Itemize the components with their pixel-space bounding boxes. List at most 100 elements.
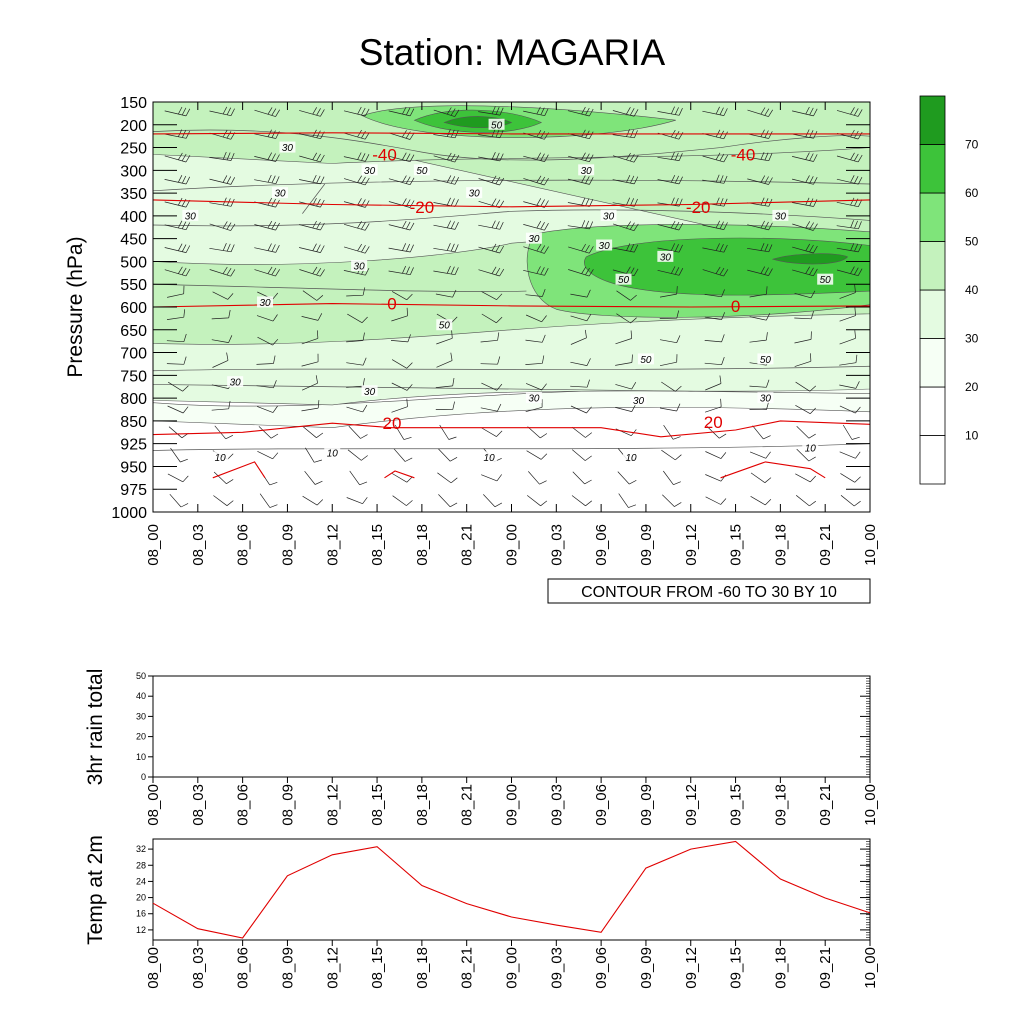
wind-barb [704,356,725,366]
wind-barb [478,220,504,230]
x-tick-label: 09_03 [548,784,565,826]
contour-label-bg [361,385,378,397]
wind-barb [525,314,547,323]
wind-barb [480,332,500,343]
x-tick-label: 08_18 [414,947,431,989]
wind-barb [570,313,592,322]
x-tick-label: 08_06 [235,784,252,826]
contour-label: 50 [618,275,630,286]
wind-barb [836,107,863,117]
x-tick-label: 08_09 [279,947,296,989]
wind-barb [792,106,818,117]
y-tick-label: 24 [136,876,146,886]
pressure-tick-label: 350 [120,186,147,203]
wind-barb [702,152,729,163]
temperature-contour-label: 20 [704,413,723,432]
temp-series [152,840,871,939]
wind-barb [839,405,861,414]
wind-barb [348,425,368,439]
wind-barb [612,243,639,253]
x-tick-label: 09_09 [638,947,655,989]
colorbar-label: 70 [965,138,979,152]
temperature-contour-label: 0 [731,297,740,316]
wind-barb [212,291,234,300]
contour-label-bg [596,239,613,251]
x-tick-label: 08_12 [324,947,341,989]
wind-barb [659,286,678,298]
wind-barb [663,470,681,486]
wind-barb [568,243,594,254]
wind-barb [842,424,860,440]
wind-barb [657,129,684,140]
wind-barb [704,289,725,298]
temperature-contour-1 [152,199,871,208]
wind-barb [659,335,681,344]
wind-barb [164,243,191,253]
x-tick-label: 10_00 [862,784,879,826]
contour-label-bg [772,209,789,221]
wind-barb [433,265,459,276]
wind-barb [254,266,280,277]
wind-barb [168,426,189,439]
wind-barb [211,309,231,320]
wind-barb [437,472,458,484]
wind-barb [702,174,728,184]
contour-label-bg [361,164,378,176]
contour-label-bg [525,392,542,404]
contour-line-3 [152,365,871,372]
colorbar-label: 50 [965,235,979,249]
wind-barb [254,107,281,117]
contour-label-bg [525,232,542,244]
colorbar-box [919,386,946,436]
wind-barb [615,404,636,412]
wind-barb [567,129,594,140]
pressure-tick-label: 600 [120,300,147,317]
wind-barb [661,449,682,461]
wind-barb [438,494,458,508]
time-tick-label: 09_12 [683,524,700,566]
wind-barb [302,290,324,301]
wind-barb [702,197,728,207]
temperature-fragment-2 [720,461,826,479]
wind-barb [662,494,682,507]
temp-axes: 12 16 20 24 28 32 08_00 08_03 08_06 08_09 08_12 08_… [136,838,879,989]
wind-barb [301,353,319,367]
series-line [152,840,871,939]
contour-label-bg [481,451,498,463]
wind-barb [612,174,639,185]
contour-label-bg [271,187,288,199]
wind-barb [612,221,639,232]
x-tick-label: 08_15 [369,784,386,826]
wind-barb [749,379,770,388]
wind-barb [612,152,639,163]
wind-barb [525,383,547,391]
wind-barb [747,220,773,231]
contour-label: 30 [230,378,242,389]
wind-barb [702,220,728,230]
x-tick-label: 09_18 [772,784,789,826]
contour-label: 30 [603,211,615,222]
colorbar-box [919,95,946,145]
temperature-fragment-1 [384,470,415,479]
x-tick-label: 09_21 [817,947,834,989]
wind-barb [256,405,278,413]
wind-barb [572,471,592,485]
wind-barb [393,448,413,462]
y-tick-label: 30 [136,711,146,721]
rain-axis-title: 3hr rain total [84,669,107,786]
wind-barbs [164,106,863,508]
wind-barb [388,220,415,231]
wind-barb [213,471,234,484]
colorbar-box [919,338,946,388]
wind-barb [747,151,773,162]
wind-barb [571,426,593,438]
wind-barb [795,381,817,392]
wind-barb [256,355,276,365]
wind-barb [657,106,683,116]
pressure-tick-label: 500 [120,254,147,271]
wind-barb [747,243,773,253]
wind-barb [702,266,729,277]
wind-barb [166,333,187,343]
contour-label: 30 [528,234,540,245]
